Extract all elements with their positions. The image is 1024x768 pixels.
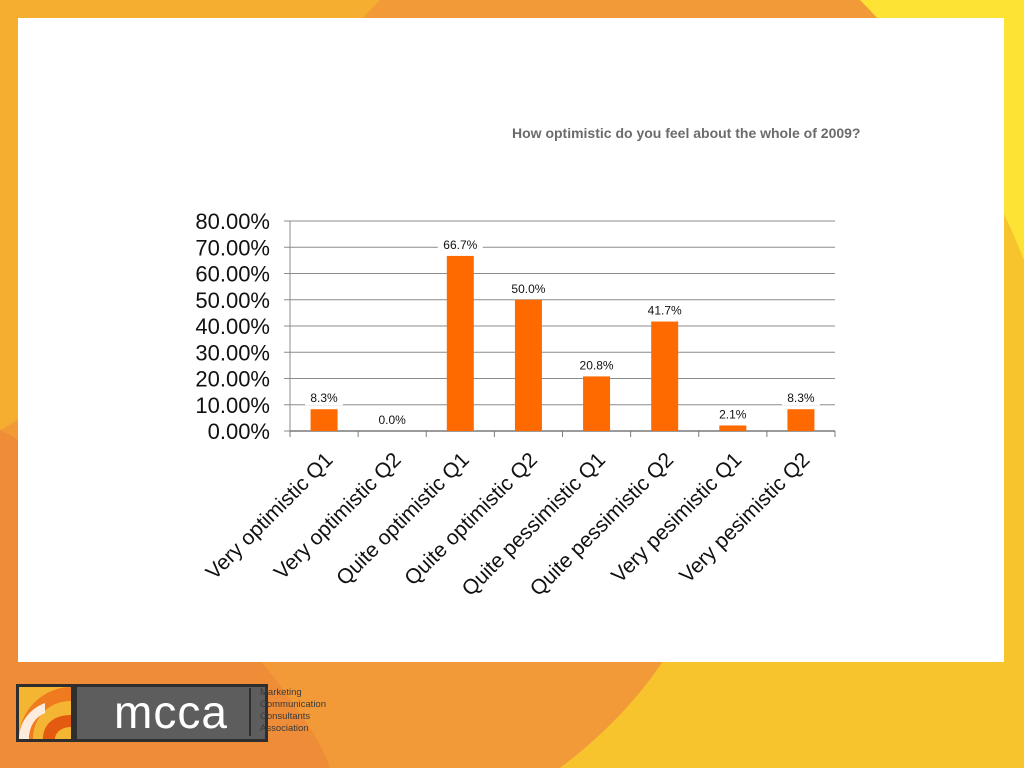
data-label: 0.0% bbox=[379, 413, 407, 427]
logo-wordmark: mcca bbox=[74, 684, 268, 742]
bar bbox=[787, 409, 815, 431]
x-tick-label: Very optimistic Q2 bbox=[270, 448, 406, 584]
y-tick-label: 40.00% bbox=[195, 314, 270, 339]
y-tick-label: 20.00% bbox=[195, 367, 270, 392]
data-label-bg bbox=[574, 357, 620, 373]
x-tick-label: Quite optimistic Q2 bbox=[400, 448, 542, 590]
x-tick-label: Quite optimistic Q1 bbox=[332, 448, 474, 590]
y-tick-label: 50.00% bbox=[195, 288, 270, 313]
logo-tagline-line: Consultants bbox=[260, 711, 311, 722]
logo-tagline-line: Association bbox=[260, 723, 309, 734]
logo-tagline: Marketing Communication Consultants Asso… bbox=[260, 687, 356, 735]
bar bbox=[514, 299, 542, 431]
y-tick-label: 70.00% bbox=[195, 235, 270, 260]
bar bbox=[719, 425, 747, 431]
logo-tagline-line: Marketing bbox=[260, 687, 302, 698]
data-label: 8.3% bbox=[787, 391, 815, 405]
bar bbox=[651, 321, 679, 431]
data-label-bg bbox=[781, 390, 820, 406]
data-label: 41.7% bbox=[648, 304, 682, 318]
data-label-bg bbox=[437, 236, 483, 252]
data-label-bg bbox=[642, 302, 688, 318]
slide-content-area bbox=[18, 18, 1004, 662]
data-label: 8.3% bbox=[310, 391, 338, 405]
mcca-logo-mark-icon bbox=[16, 684, 74, 742]
x-tick-label: Very pesimistic Q1 bbox=[607, 448, 746, 587]
bar bbox=[310, 409, 338, 431]
data-label: 20.8% bbox=[580, 358, 614, 372]
y-tick-label: 30.00% bbox=[195, 340, 270, 365]
data-label: 2.1% bbox=[719, 407, 747, 421]
bar bbox=[583, 376, 611, 431]
y-tick-label: 80.00% bbox=[195, 209, 270, 234]
y-tick-label: 60.00% bbox=[195, 262, 270, 287]
chart-title: How optimistic do you feel about the who… bbox=[512, 125, 861, 141]
data-label-bg bbox=[713, 406, 752, 422]
y-tick-label: 0.00% bbox=[208, 419, 270, 444]
data-label-bg bbox=[505, 280, 551, 296]
data-label-bg bbox=[373, 412, 412, 427]
data-label: 50.0% bbox=[511, 282, 545, 296]
logo-tagline-line: Communication bbox=[260, 699, 326, 710]
bar bbox=[446, 255, 474, 431]
mcca-logo: mcca Marketing Communication Consultants… bbox=[16, 684, 356, 744]
data-label-bg bbox=[305, 390, 344, 406]
x-tick-label: Very optimistic Q1 bbox=[202, 448, 338, 584]
logo-divider bbox=[249, 688, 251, 736]
y-tick-label: 10.00% bbox=[195, 393, 270, 418]
data-label: 66.7% bbox=[443, 238, 477, 252]
x-tick-label: Very pesimistic Q2 bbox=[675, 448, 814, 587]
